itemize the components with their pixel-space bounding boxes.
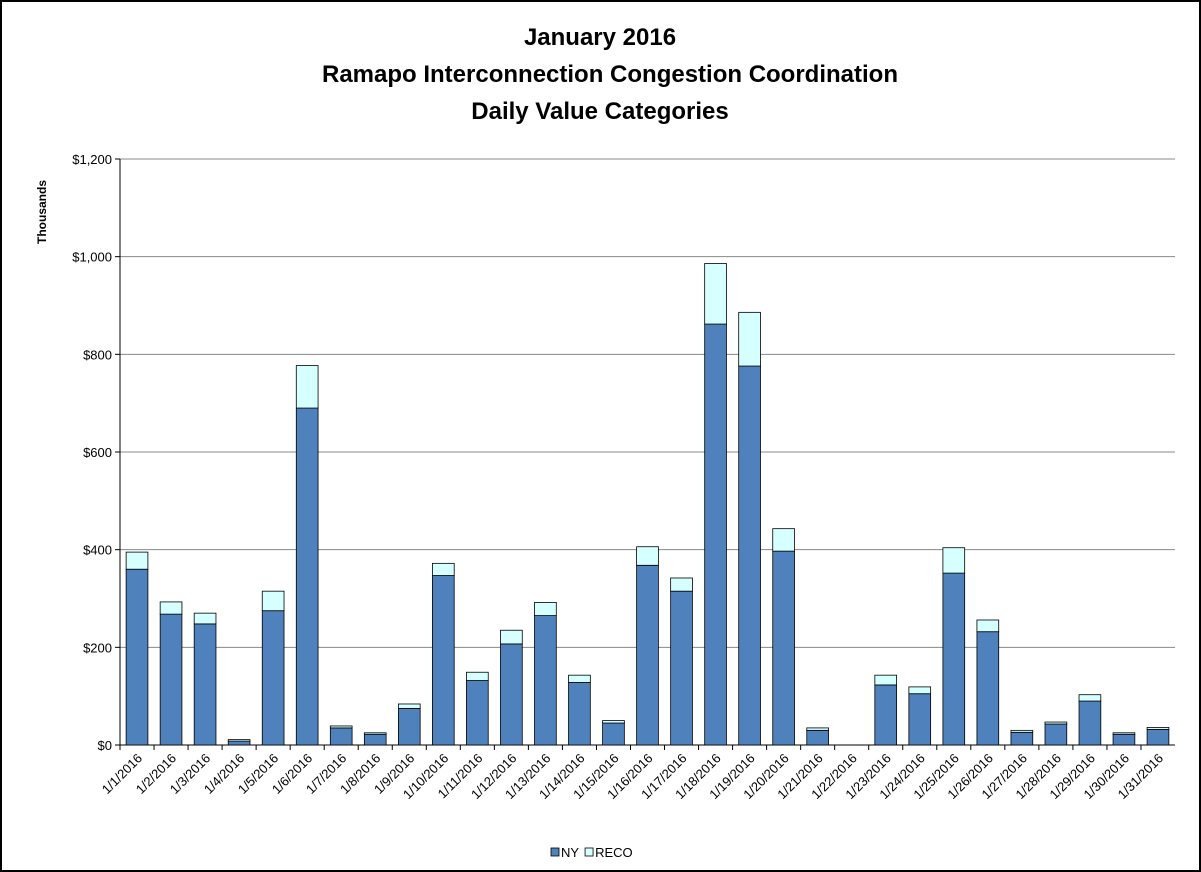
bar-segment <box>1078 700 1102 746</box>
bar-segment <box>432 575 455 746</box>
bar-segment <box>908 686 932 695</box>
chart-title: Daily Value Categories <box>471 98 728 125</box>
bar-segment <box>295 365 319 409</box>
bar-segment <box>125 551 149 570</box>
bar-segment <box>772 550 795 746</box>
bar-segment <box>159 601 183 615</box>
bar-segment <box>602 722 625 746</box>
y-tick-label: $0 <box>98 738 112 753</box>
bar-segment <box>568 682 591 746</box>
y-axis-label: Thousands <box>35 180 49 244</box>
bar-segment <box>329 727 353 746</box>
bar-segment <box>227 740 251 746</box>
bar-segment <box>806 729 829 746</box>
bar-segment <box>466 680 489 746</box>
legend-label: RECO <box>595 845 633 860</box>
legend-swatch <box>584 847 594 857</box>
y-tick-label: $200 <box>83 640 112 655</box>
bar-segment <box>125 568 149 746</box>
bar-segment <box>704 323 727 746</box>
bar-segment <box>670 577 693 592</box>
bar-segment <box>329 725 353 729</box>
bar-segment <box>738 311 761 367</box>
bar-segment <box>568 674 591 683</box>
bar-segment <box>1146 728 1170 746</box>
bar-segment <box>1044 721 1068 725</box>
bar-segment <box>397 707 421 746</box>
bar-segment <box>636 564 659 746</box>
bar-segment <box>636 546 659 566</box>
bar-segment <box>193 612 217 625</box>
bar-segment <box>1044 723 1068 746</box>
bar-segment <box>1010 729 1034 733</box>
chart-title: Ramapo Interconnection Congestion Coordi… <box>322 61 898 88</box>
legend-label: NY <box>561 845 579 860</box>
legend-swatch <box>550 847 560 857</box>
bar-segment <box>1010 731 1034 746</box>
y-tick-label: $800 <box>83 347 112 362</box>
bar-segment <box>1146 727 1170 730</box>
bar-segment <box>363 732 387 735</box>
bar-segment <box>227 739 251 742</box>
bar-segment <box>397 703 421 709</box>
bar-segment <box>466 671 489 681</box>
bar-segment <box>976 619 1000 633</box>
bar-segment <box>874 684 898 746</box>
bar-segment <box>363 733 387 746</box>
y-tick-label: $400 <box>83 543 112 558</box>
bar-segment <box>432 562 455 576</box>
chart-title: January 2016 <box>524 24 676 51</box>
bar-segment <box>806 727 829 731</box>
bar-segment <box>261 610 285 746</box>
bar-segment <box>500 643 523 746</box>
bar-segment <box>534 615 557 746</box>
bar-segment <box>1112 732 1136 735</box>
bar-segment <box>1078 694 1102 702</box>
bar-segment <box>670 590 693 746</box>
bar-segment <box>738 365 761 746</box>
bar-segment <box>159 613 183 746</box>
bar-segment <box>976 631 1000 746</box>
bar-segment <box>1112 733 1136 746</box>
bar-segment <box>193 623 217 746</box>
bar-segment <box>534 602 557 616</box>
bar-segment <box>602 720 625 724</box>
bar-segment <box>500 629 523 645</box>
bar-segment <box>261 590 285 612</box>
y-tick-label: $600 <box>83 445 112 460</box>
bar-segment <box>908 693 932 746</box>
bar-segment <box>942 547 966 574</box>
bar-segment <box>942 572 966 746</box>
bar-segment <box>874 674 898 686</box>
bar-segment <box>772 528 795 552</box>
bar-segment <box>704 263 727 325</box>
y-tick-label: $1,000 <box>72 250 112 265</box>
bar-segment <box>295 407 319 746</box>
y-tick-label: $1,200 <box>72 152 112 167</box>
